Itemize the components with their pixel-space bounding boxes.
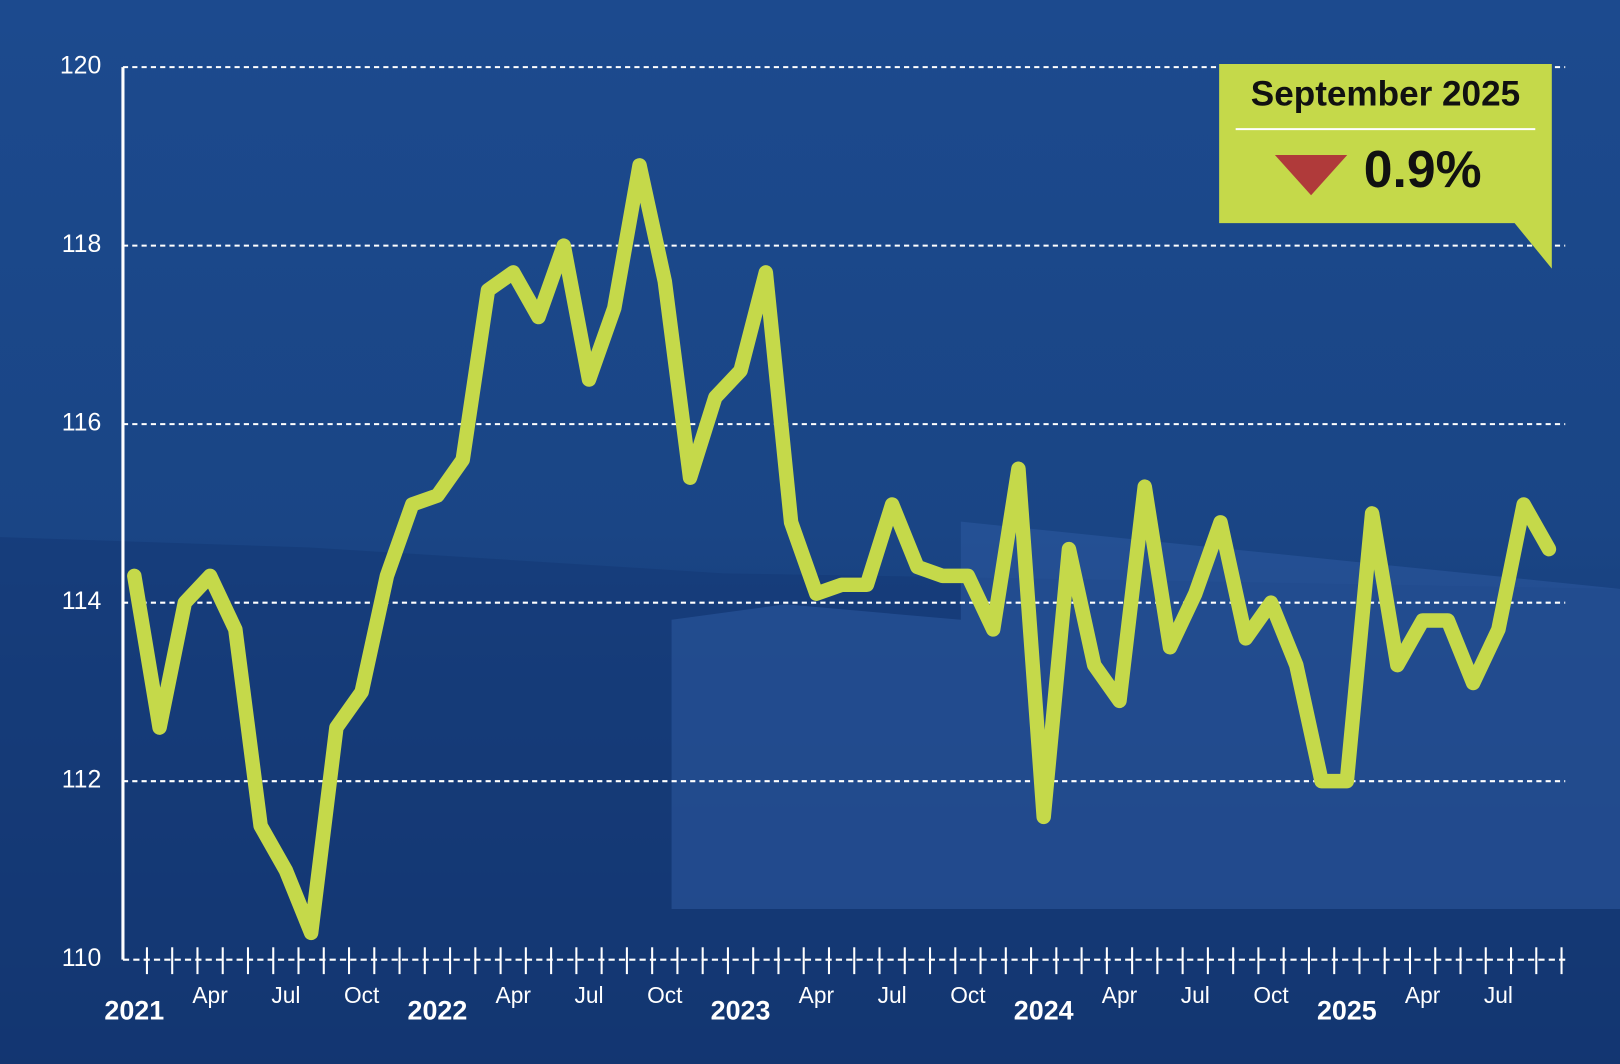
x-tick-label: Jul <box>1181 982 1210 1008</box>
x-tick-label: Apr <box>799 982 835 1008</box>
x-tick-label: Apr <box>1102 982 1138 1008</box>
x-tick-label: Apr <box>192 982 228 1008</box>
x-tick-label: 2024 <box>1014 995 1074 1025</box>
x-tick-label: Jul <box>878 982 907 1008</box>
x-tick-label: 2022 <box>408 995 468 1025</box>
x-tick-label: 2025 <box>1317 995 1377 1025</box>
callout-title: September 2025 <box>1251 74 1520 113</box>
x-tick-label: Apr <box>1405 982 1441 1008</box>
x-tick-label: Jul <box>1484 982 1513 1008</box>
x-tick-label: Jul <box>271 982 300 1008</box>
x-tick-label: 2023 <box>711 995 771 1025</box>
x-tick-label: Oct <box>950 982 986 1008</box>
x-tick-label: Oct <box>344 982 380 1008</box>
x-tick-label: 2021 <box>104 995 164 1025</box>
y-tick-label: 116 <box>62 410 102 437</box>
x-tick-label: Oct <box>647 982 683 1008</box>
callout-box <box>1219 64 1552 269</box>
x-tick-label: Apr <box>496 982 532 1008</box>
x-tick-label: Jul <box>574 982 603 1008</box>
y-tick-label: 114 <box>62 588 102 615</box>
y-tick-label: 120 <box>60 53 101 80</box>
y-tick-label: 110 <box>62 945 102 972</box>
callout-change: 0.9% <box>1364 140 1482 198</box>
x-tick-label: Oct <box>1253 982 1289 1008</box>
y-tick-label: 118 <box>62 231 102 258</box>
y-tick-label: 112 <box>62 767 102 794</box>
down-arrow <box>1274 154 1348 196</box>
callout: September 2025 0.9% <box>1219 64 1552 269</box>
data-line <box>127 158 1557 941</box>
